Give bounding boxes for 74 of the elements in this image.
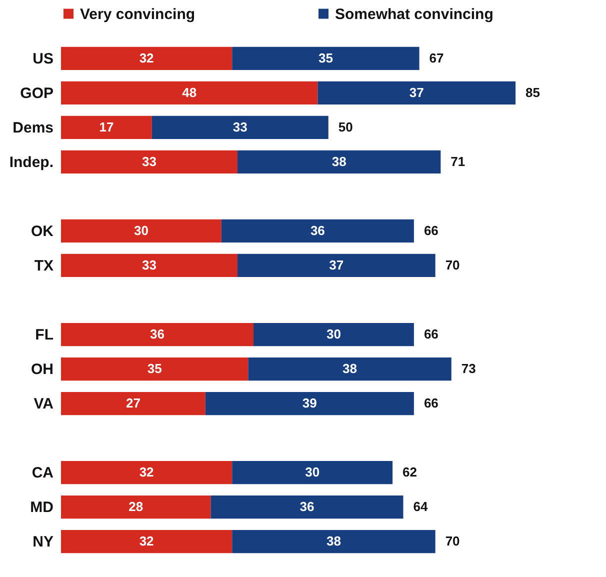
y-tick-label: FL [35, 326, 54, 344]
data-label: 17 [99, 119, 114, 134]
y-tick-label: US [32, 50, 54, 68]
data-label: 32 [139, 534, 154, 549]
data-label: 37 [329, 257, 344, 272]
bar [61, 81, 318, 105]
bar [61, 322, 254, 346]
legend-label: Very convincing [80, 6, 196, 23]
y-tick-label: CA [32, 464, 54, 482]
bar [61, 219, 222, 243]
y-tick-label: Indep. [9, 154, 54, 171]
data-label: 38 [342, 361, 358, 376]
data-label: 37 [409, 84, 424, 100]
bar [61, 357, 248, 381]
total-label: 71 [450, 154, 466, 169]
bar [61, 495, 211, 519]
total-label: 73 [461, 361, 476, 376]
bar [61, 116, 152, 140]
bar [61, 150, 238, 174]
bar [232, 460, 393, 484]
data-label: 38 [332, 154, 346, 169]
total-label: 85 [526, 84, 540, 100]
bar [221, 219, 414, 243]
data-label: 36 [300, 499, 314, 514]
data-label: 32 [139, 464, 154, 480]
data-label: 27 [126, 396, 140, 411]
bar [205, 392, 414, 416]
total-label: 66 [424, 222, 438, 238]
bar [237, 150, 441, 174]
total-label: 70 [445, 534, 460, 549]
data-label: 30 [134, 222, 148, 238]
data-label: 33 [142, 257, 156, 272]
data-label: 36 [150, 326, 164, 342]
data-label: 36 [310, 222, 325, 238]
bar [254, 322, 414, 346]
bar [232, 530, 436, 554]
total-label: 64 [413, 499, 428, 514]
total-label: 66 [424, 396, 438, 411]
y-tick-label: OK [31, 222, 54, 240]
bar [61, 392, 206, 416]
y-tick-label: MD [30, 499, 54, 516]
data-label: 39 [302, 396, 317, 411]
y-tick-label: VA [34, 396, 54, 413]
data-label: 35 [318, 50, 333, 66]
y-tick-label: GOP [20, 84, 54, 102]
data-label: 28 [128, 499, 144, 514]
total-label: 67 [429, 50, 444, 66]
data-label: 38 [326, 534, 341, 549]
data-label: 33 [232, 119, 248, 134]
y-tick-label: NY [32, 534, 54, 551]
bar [152, 116, 328, 140]
data-label: 30 [305, 464, 320, 480]
bar [232, 46, 420, 70]
data-label: 30 [326, 326, 341, 342]
bar [61, 530, 232, 554]
data-label: 32 [139, 50, 154, 66]
y-tick-label: OH [31, 361, 54, 378]
bar [61, 46, 232, 70]
total-label: 62 [402, 464, 418, 480]
data-label: 33 [142, 154, 156, 169]
bar [61, 460, 232, 484]
data-label: 35 [147, 361, 162, 376]
total-label: 66 [424, 326, 438, 342]
y-tick-label: TX [34, 257, 54, 274]
bar [237, 254, 436, 278]
y-tick-label: Dems [12, 119, 54, 136]
bar [61, 254, 238, 278]
total-label: 70 [445, 257, 460, 272]
bar [248, 357, 452, 381]
bar [210, 495, 404, 519]
data-label: 48 [182, 84, 197, 100]
bar [318, 81, 516, 105]
total-label: 50 [338, 119, 353, 134]
legend-label: Somewhat convincing [335, 6, 494, 23]
